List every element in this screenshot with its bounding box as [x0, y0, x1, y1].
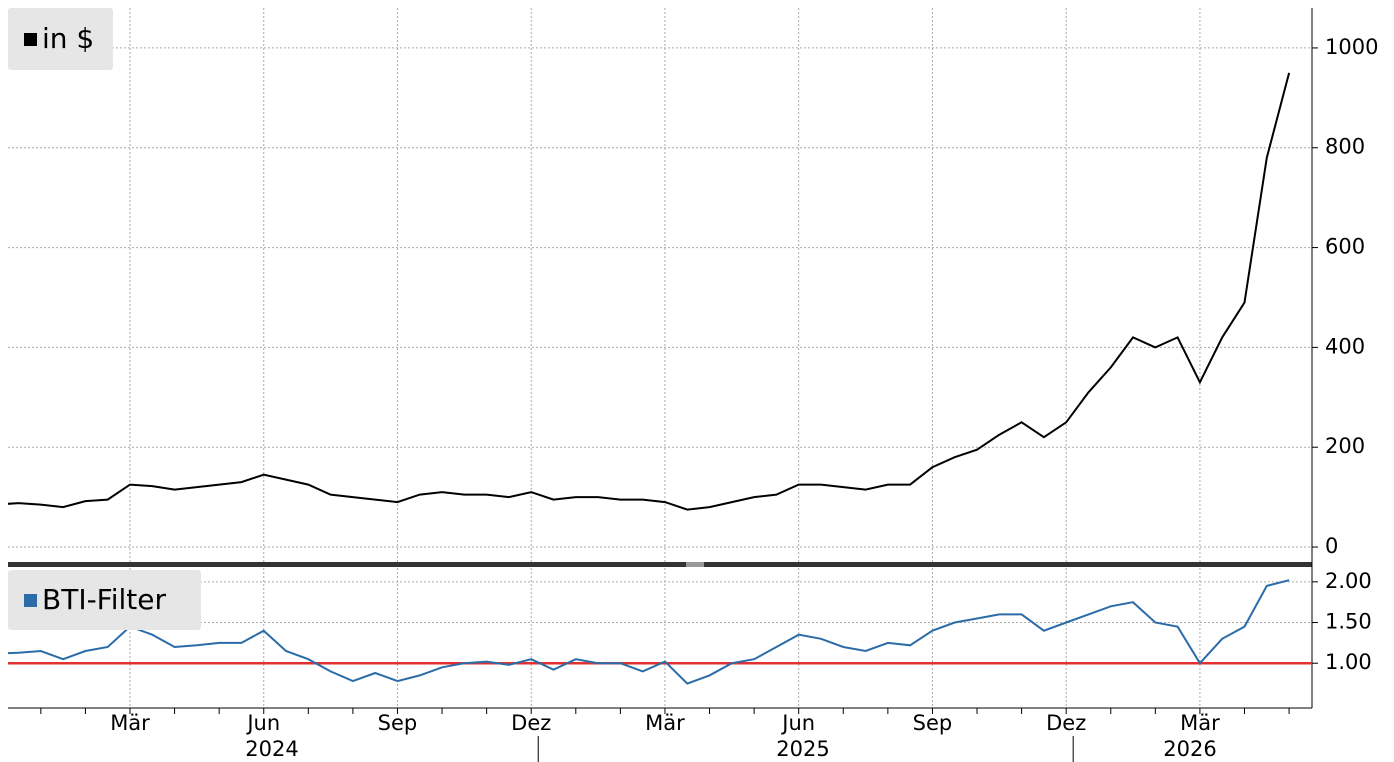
x-tick-label: Dez — [1046, 711, 1086, 735]
legend-label: BTI-Filter — [42, 583, 167, 616]
year-label: 2025 — [776, 737, 829, 761]
x-tick-label: Sep — [378, 711, 418, 735]
y-tick-label: 800 — [1325, 135, 1365, 159]
legend-swatch — [24, 594, 37, 607]
x-tick-label: Mär — [645, 711, 685, 735]
legend-box — [8, 8, 113, 70]
year-label: 2024 — [245, 737, 298, 761]
y-tick-label: 400 — [1325, 334, 1365, 358]
y-tick-label: 1.50 — [1325, 610, 1372, 634]
series-line — [8, 579, 1290, 685]
x-tick-label: Jun — [780, 711, 815, 735]
x-tick-label: Mär — [1180, 711, 1220, 735]
y-tick-label: 200 — [1325, 434, 1365, 458]
series-line — [8, 72, 1291, 511]
panel-divider — [8, 562, 1312, 567]
x-tick-label: Dez — [511, 711, 551, 735]
legend-swatch — [24, 33, 37, 46]
y-tick-label: 600 — [1325, 235, 1365, 259]
y-tick-label: 1000 — [1325, 35, 1378, 59]
x-tick-label: Jun — [245, 711, 280, 735]
x-tick-label: Mär — [110, 711, 150, 735]
y-tick-label: 0 — [1325, 534, 1338, 558]
y-tick-label: 2.00 — [1325, 569, 1372, 593]
y-tick-label: 1.00 — [1325, 650, 1372, 674]
divider-handle — [686, 562, 704, 567]
x-tick-label: Sep — [913, 711, 953, 735]
year-label: 2026 — [1163, 737, 1216, 761]
legend-label: in $ — [42, 22, 94, 55]
legend-box — [8, 570, 201, 630]
